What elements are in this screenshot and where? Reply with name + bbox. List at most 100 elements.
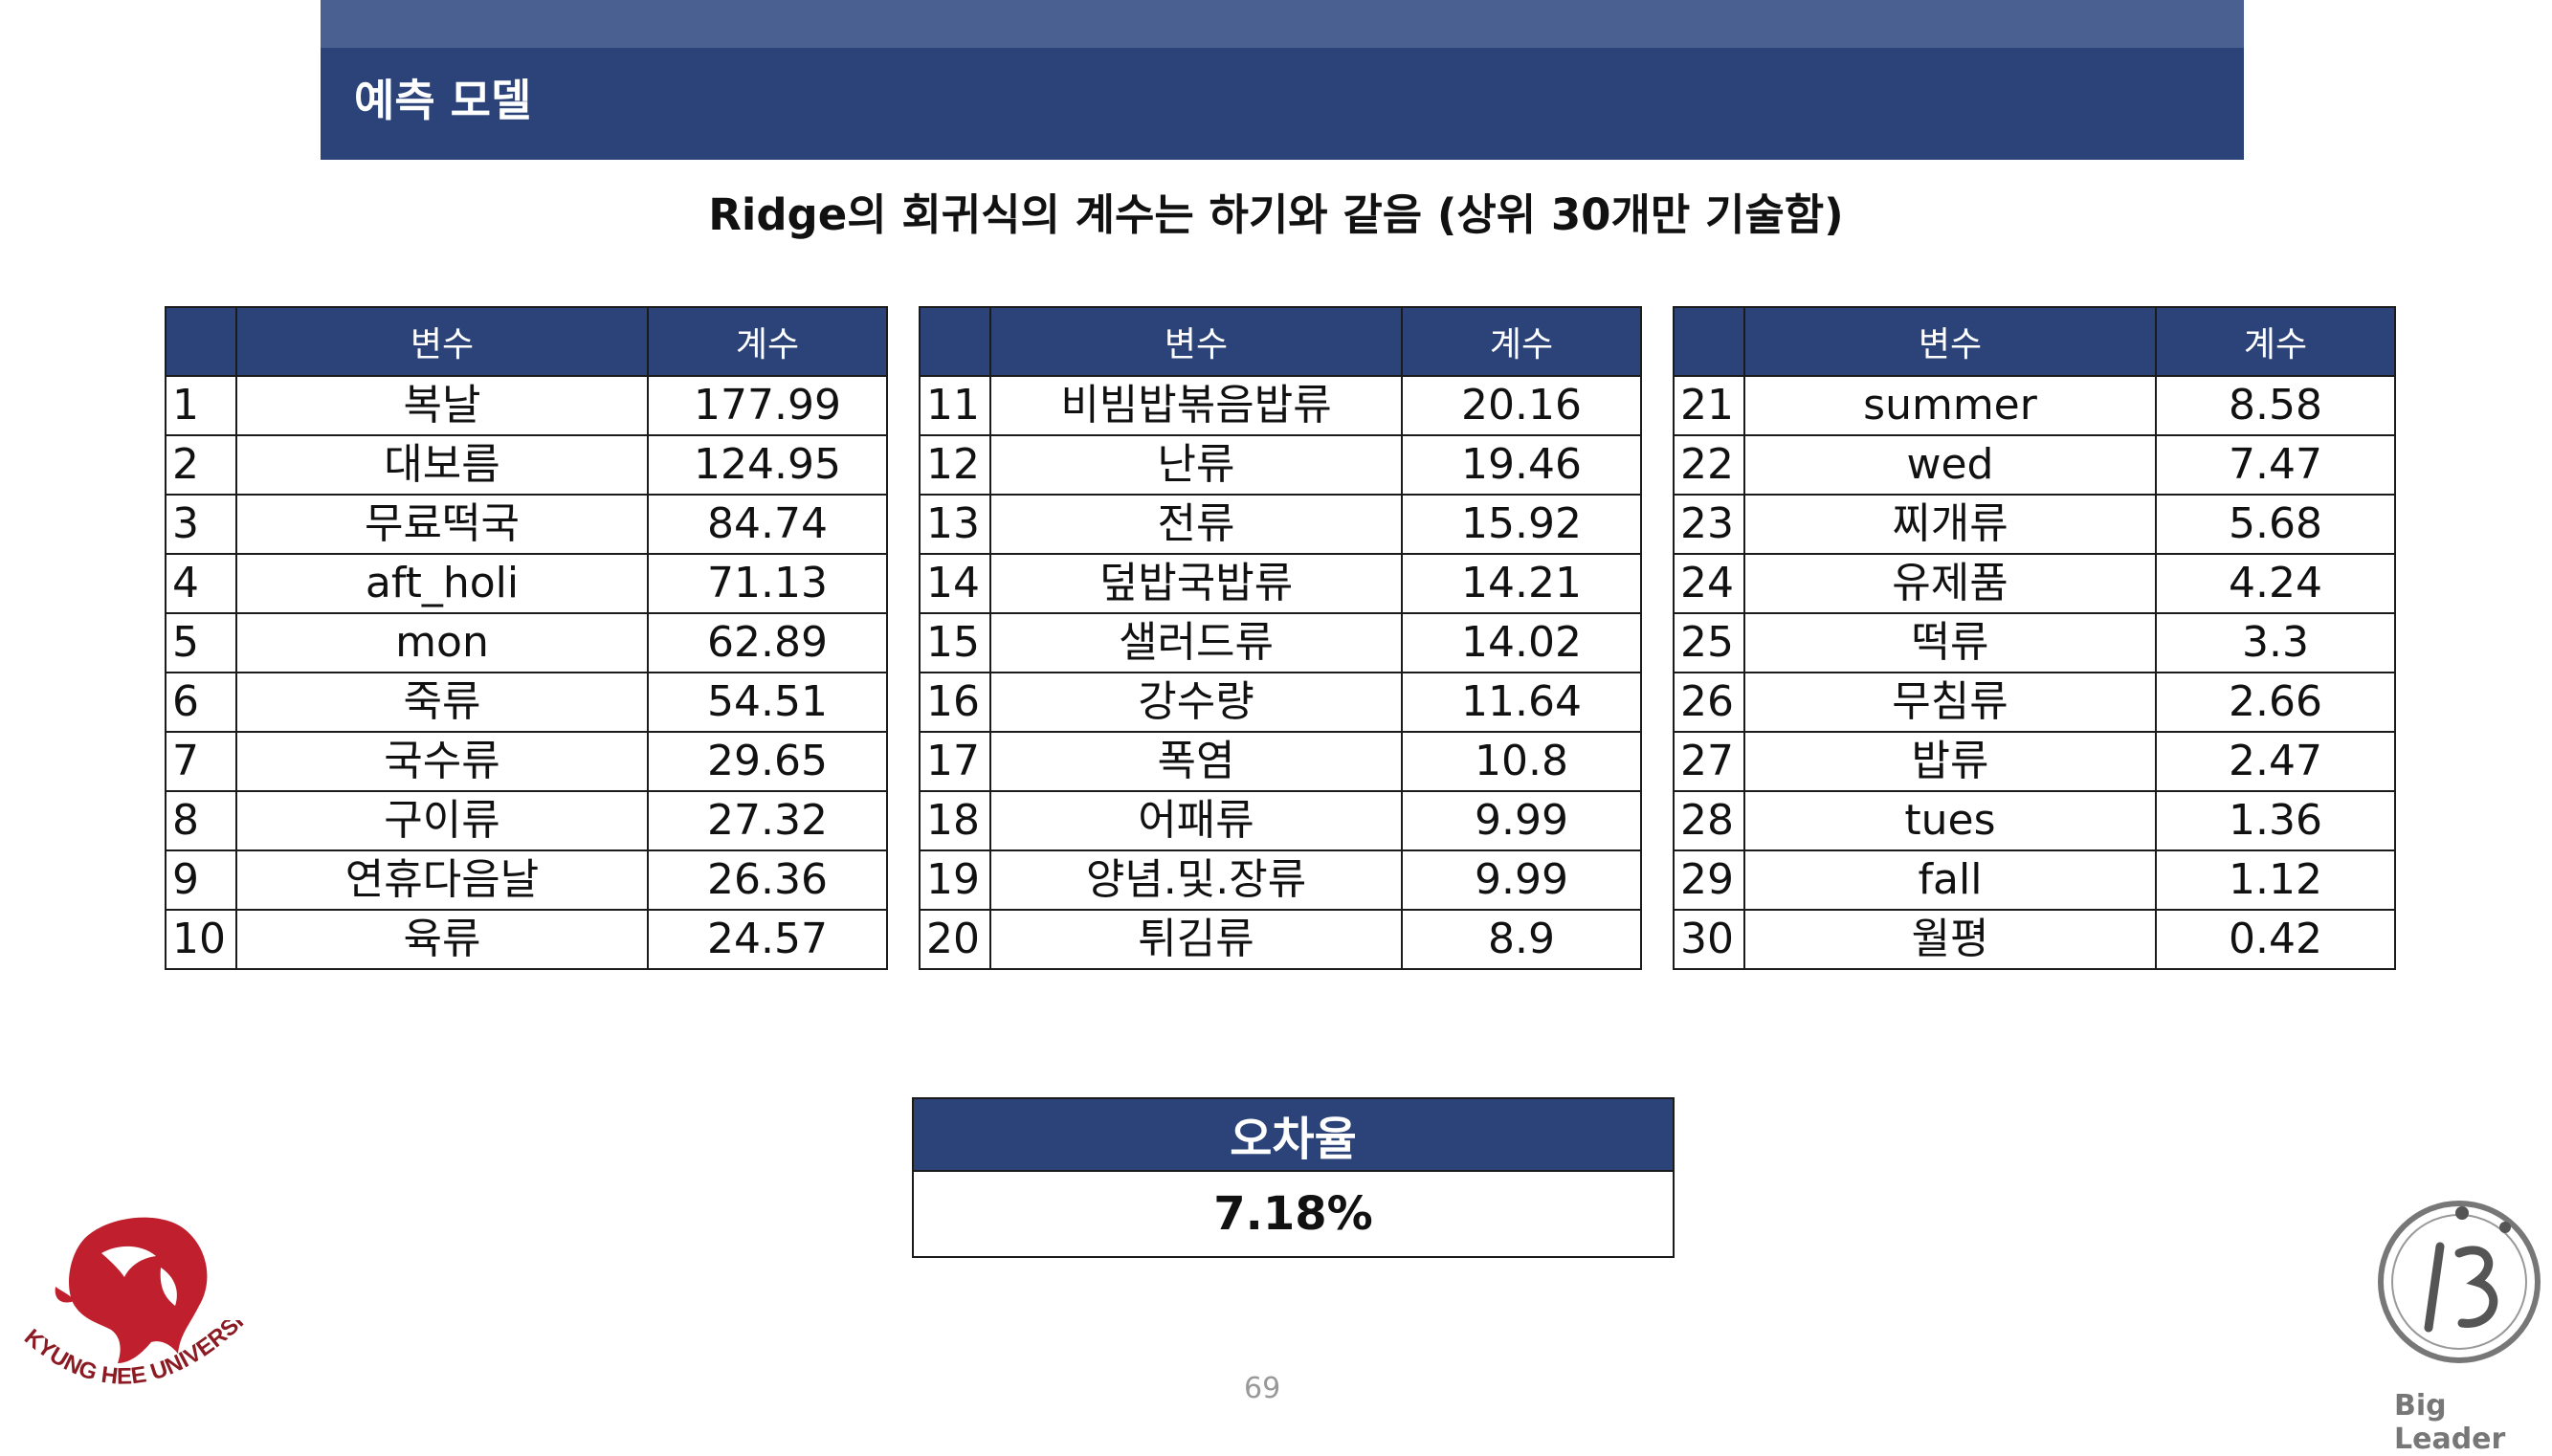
variable-cell: 어패류 <box>989 790 1403 851</box>
table-row: 2 대보름 124.95 <box>165 434 888 496</box>
variable-cell: 육류 <box>235 909 649 970</box>
variable-cell: aft_holi <box>235 553 649 614</box>
coefficient-table-2: 변수 계수 11 비빔밥볶음밥류 20.16 12 난류 19.46 13 전류 15.92 14… <box>919 306 1642 970</box>
variable-header: 변수 <box>235 306 649 377</box>
row-index: 28 <box>1673 790 1745 851</box>
coefficient-table-3: 변수 계수 21 summer 8.58 22 wed 7.47 23 찌개류 5.68 24 유제… <box>1673 306 2396 970</box>
page-number: 69 <box>1244 1372 1281 1405</box>
coefficient-cell: 1.36 <box>2155 790 2396 851</box>
row-index: 22 <box>1673 434 1745 496</box>
variable-cell: 연휴다음날 <box>235 849 649 911</box>
variable-cell: 찌개류 <box>1743 494 2157 555</box>
coefficient-cell: 29.65 <box>647 731 888 792</box>
row-index: 25 <box>1673 612 1745 673</box>
table-row: 22 wed 7.47 <box>1673 434 2396 496</box>
table-row: 12 난류 19.46 <box>919 434 1642 496</box>
table-row: 20 튀김류 8.9 <box>919 909 1642 970</box>
variable-cell: mon <box>235 612 649 673</box>
table-row: 16 강수량 11.64 <box>919 672 1642 733</box>
coefficient-cell: 24.57 <box>647 909 888 970</box>
coefficient-cell: 27.32 <box>647 790 888 851</box>
row-index: 16 <box>919 672 991 733</box>
table-row: 1 복날 177.99 <box>165 375 888 436</box>
coefficient-table-1: 변수 계수 1 복날 177.99 2 대보름 124.95 3 무료떡국 84.74 4 aft_… <box>165 306 888 970</box>
row-index: 18 <box>919 790 991 851</box>
row-index: 13 <box>919 494 991 555</box>
variable-cell: 강수량 <box>989 672 1403 733</box>
table-row: 30 월평 0.42 <box>1673 909 2396 970</box>
kyung-hee-university-text: KYUNG HEE UNIVERSITY <box>13 1320 249 1390</box>
table-row: 13 전류 15.92 <box>919 494 1642 555</box>
variable-cell: 국수류 <box>235 731 649 792</box>
coefficient-cell: 1.12 <box>2155 849 2396 911</box>
slide-subtitle: Ridge의 회귀식의 계수는 하기와 같음 (상위 30개만 기술함) <box>708 189 1844 240</box>
variable-cell: 샐러드류 <box>989 612 1403 673</box>
table-row: 24 유제품 4.24 <box>1673 553 2396 614</box>
row-index: 30 <box>1673 909 1745 970</box>
coefficient-cell: 62.89 <box>647 612 888 673</box>
coefficient-header: 계수 <box>2155 306 2396 377</box>
row-index: 7 <box>165 731 237 792</box>
error-rate-table: 오차율 7.18% <box>912 1097 1675 1258</box>
coefficient-cell: 4.24 <box>2155 553 2396 614</box>
coefficient-cell: 10.8 <box>1401 731 1642 792</box>
table-row: 7 국수류 29.65 <box>165 731 888 792</box>
variable-cell: 유제품 <box>1743 553 2157 614</box>
index-header <box>165 306 237 377</box>
row-index: 27 <box>1673 731 1745 792</box>
variable-cell: summer <box>1743 375 2157 436</box>
table-row: 15 샐러드류 14.02 <box>919 612 1642 673</box>
coefficient-cell: 8.9 <box>1401 909 1642 970</box>
variable-cell: 죽류 <box>235 672 649 733</box>
variable-cell: 무료떡국 <box>235 494 649 555</box>
coefficient-cell: 20.16 <box>1401 375 1642 436</box>
coefficient-cell: 9.99 <box>1401 790 1642 851</box>
row-index: 19 <box>919 849 991 911</box>
table-row: 3 무료떡국 84.74 <box>165 494 888 555</box>
variable-cell: 전류 <box>989 494 1403 555</box>
table-row: 4 aft_holi 71.13 <box>165 553 888 614</box>
lion-icon <box>55 1217 208 1363</box>
table-row: 26 무침류 2.66 <box>1673 672 2396 733</box>
row-index: 6 <box>165 672 237 733</box>
variable-cell: fall <box>1743 849 2157 911</box>
index-header <box>919 306 991 377</box>
table-row: 28 tues 1.36 <box>1673 790 2396 851</box>
table-row: 5 mon 62.89 <box>165 612 888 673</box>
row-index: 29 <box>1673 849 1745 911</box>
table-row: 6 죽류 54.51 <box>165 672 888 733</box>
kyung-hee-university-logo <box>55 1217 208 1363</box>
row-index: 20 <box>919 909 991 970</box>
row-index: 3 <box>165 494 237 555</box>
coefficient-cell: 14.21 <box>1401 553 1642 614</box>
table-row: 19 양념.및.장류 9.99 <box>919 849 1642 911</box>
coefficient-cell: 5.68 <box>2155 494 2396 555</box>
coefficient-cell: 177.99 <box>647 375 888 436</box>
variable-header: 변수 <box>989 306 1403 377</box>
row-index: 14 <box>919 553 991 614</box>
header-accent-bar <box>321 0 2244 48</box>
table-row: 10 육류 24.57 <box>165 909 888 970</box>
row-index: 24 <box>1673 553 1745 614</box>
variable-cell: 대보름 <box>235 434 649 496</box>
variable-cell: wed <box>1743 434 2157 496</box>
table-row: 8 구이류 27.32 <box>165 790 888 851</box>
row-index: 2 <box>165 434 237 496</box>
table-header-row: 변수 계수 <box>1673 306 2396 377</box>
coefficient-cell: 3.3 <box>2155 612 2396 673</box>
error-rate-label: 오차율 <box>912 1097 1675 1172</box>
coefficient-cell: 124.95 <box>647 434 888 496</box>
table-row: 17 폭염 10.8 <box>919 731 1642 792</box>
table-row: 29 fall 1.12 <box>1673 849 2396 911</box>
coefficient-cell: 71.13 <box>647 553 888 614</box>
row-index: 17 <box>919 731 991 792</box>
variable-cell: 폭염 <box>989 731 1403 792</box>
coefficient-cell: 7.47 <box>2155 434 2396 496</box>
table-row: 14 덮밥국밥류 14.21 <box>919 553 1642 614</box>
variable-cell: 무침류 <box>1743 672 2157 733</box>
table-row: 23 찌개류 5.68 <box>1673 494 2396 555</box>
variable-cell: 양념.및.장류 <box>989 849 1403 911</box>
big-leader-text: Big Leader <box>2394 1389 2506 1456</box>
coefficient-cell: 2.47 <box>2155 731 2396 792</box>
index-header <box>1673 306 1745 377</box>
